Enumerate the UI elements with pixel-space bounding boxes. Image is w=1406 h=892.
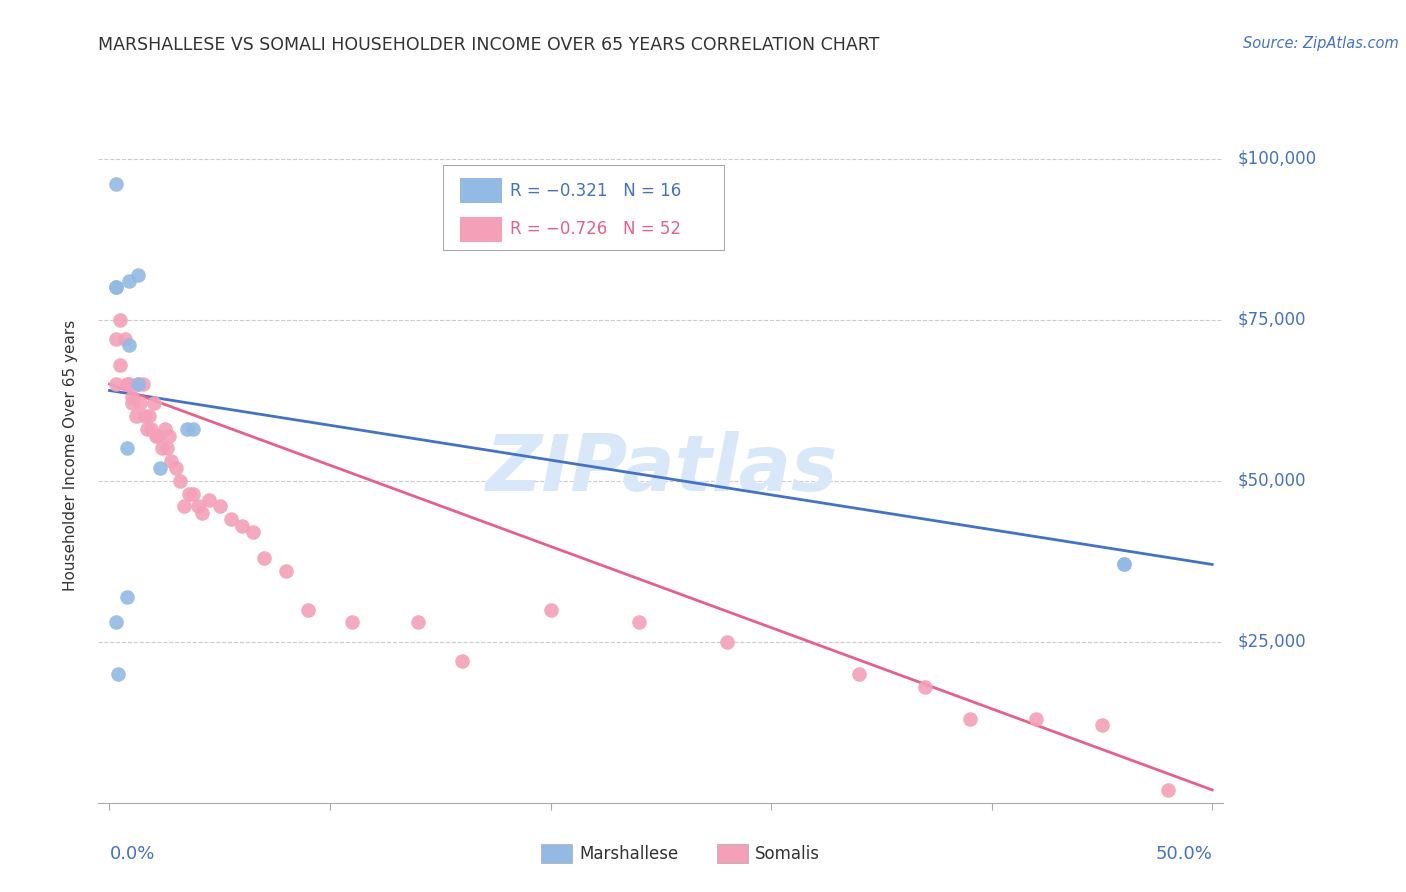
Point [406,615,429,630]
Point [138,409,160,424]
Point [105,280,128,294]
Point [219,512,242,526]
Point [253,551,276,566]
Point [105,280,128,294]
Point [177,486,200,500]
Point [1025,712,1047,726]
Text: $75,000: $75,000 [1237,310,1306,328]
Point [165,460,187,475]
Point [115,377,138,392]
Point [451,654,474,668]
Point [627,615,650,630]
Point [169,474,191,488]
Point [115,442,138,456]
Point [914,680,936,694]
Point [118,338,141,352]
Point [125,409,148,424]
Point [145,428,167,442]
Point [127,268,149,282]
Text: $50,000: $50,000 [1237,472,1306,490]
Point [959,712,981,726]
Text: 50.0%: 50.0% [1156,845,1212,863]
Point [134,409,156,424]
Point [1091,718,1114,732]
Point [141,422,163,436]
Point [114,332,136,346]
Point [157,428,180,442]
Point [150,442,173,456]
Point [173,500,195,514]
Point [181,486,204,500]
Point [118,274,141,288]
Text: 0.0%: 0.0% [110,845,155,863]
Point [340,615,363,630]
Point [149,460,172,475]
Point [105,332,128,346]
Point [160,454,183,468]
Point [131,377,153,392]
Point [129,396,152,410]
Point [110,358,132,372]
Point [110,312,132,326]
Point [1112,558,1135,572]
Point [105,178,128,192]
Point [231,518,253,533]
Point [146,428,169,442]
Point [848,667,870,681]
Text: R = −0.321   N = 16: R = −0.321 N = 16 [510,182,682,200]
Point [142,396,165,410]
Point [297,602,319,616]
Point [105,377,128,392]
Text: Marshallese: Marshallese [579,845,679,863]
Text: ZIPatlas: ZIPatlas [485,431,837,507]
Text: $25,000: $25,000 [1237,632,1306,651]
Point [115,590,138,604]
Point [121,396,143,410]
Point [716,634,738,648]
Point [118,377,141,392]
Point [242,525,264,540]
Point [156,442,179,456]
Point [187,500,209,514]
Point [1157,783,1180,797]
Point [274,564,297,578]
Text: Source: ZipAtlas.com: Source: ZipAtlas.com [1243,36,1399,51]
Point [127,377,149,392]
Y-axis label: Householder Income Over 65 years: Householder Income Over 65 years [63,319,77,591]
Point [105,615,128,630]
Point [540,602,562,616]
Text: Somalis: Somalis [755,845,820,863]
Text: MARSHALLESE VS SOMALI HOUSEHOLDER INCOME OVER 65 YEARS CORRELATION CHART: MARSHALLESE VS SOMALI HOUSEHOLDER INCOME… [98,36,880,54]
Point [127,377,149,392]
Text: $100,000: $100,000 [1237,150,1316,168]
Text: R = −0.726   N = 52: R = −0.726 N = 52 [510,220,682,238]
Point [153,422,176,436]
Point [181,422,204,436]
Point [136,422,159,436]
Point [107,667,129,681]
Point [208,500,231,514]
Point [176,422,198,436]
Point [121,390,143,404]
Point [197,493,219,508]
Point [1112,558,1135,572]
Point [191,506,214,520]
